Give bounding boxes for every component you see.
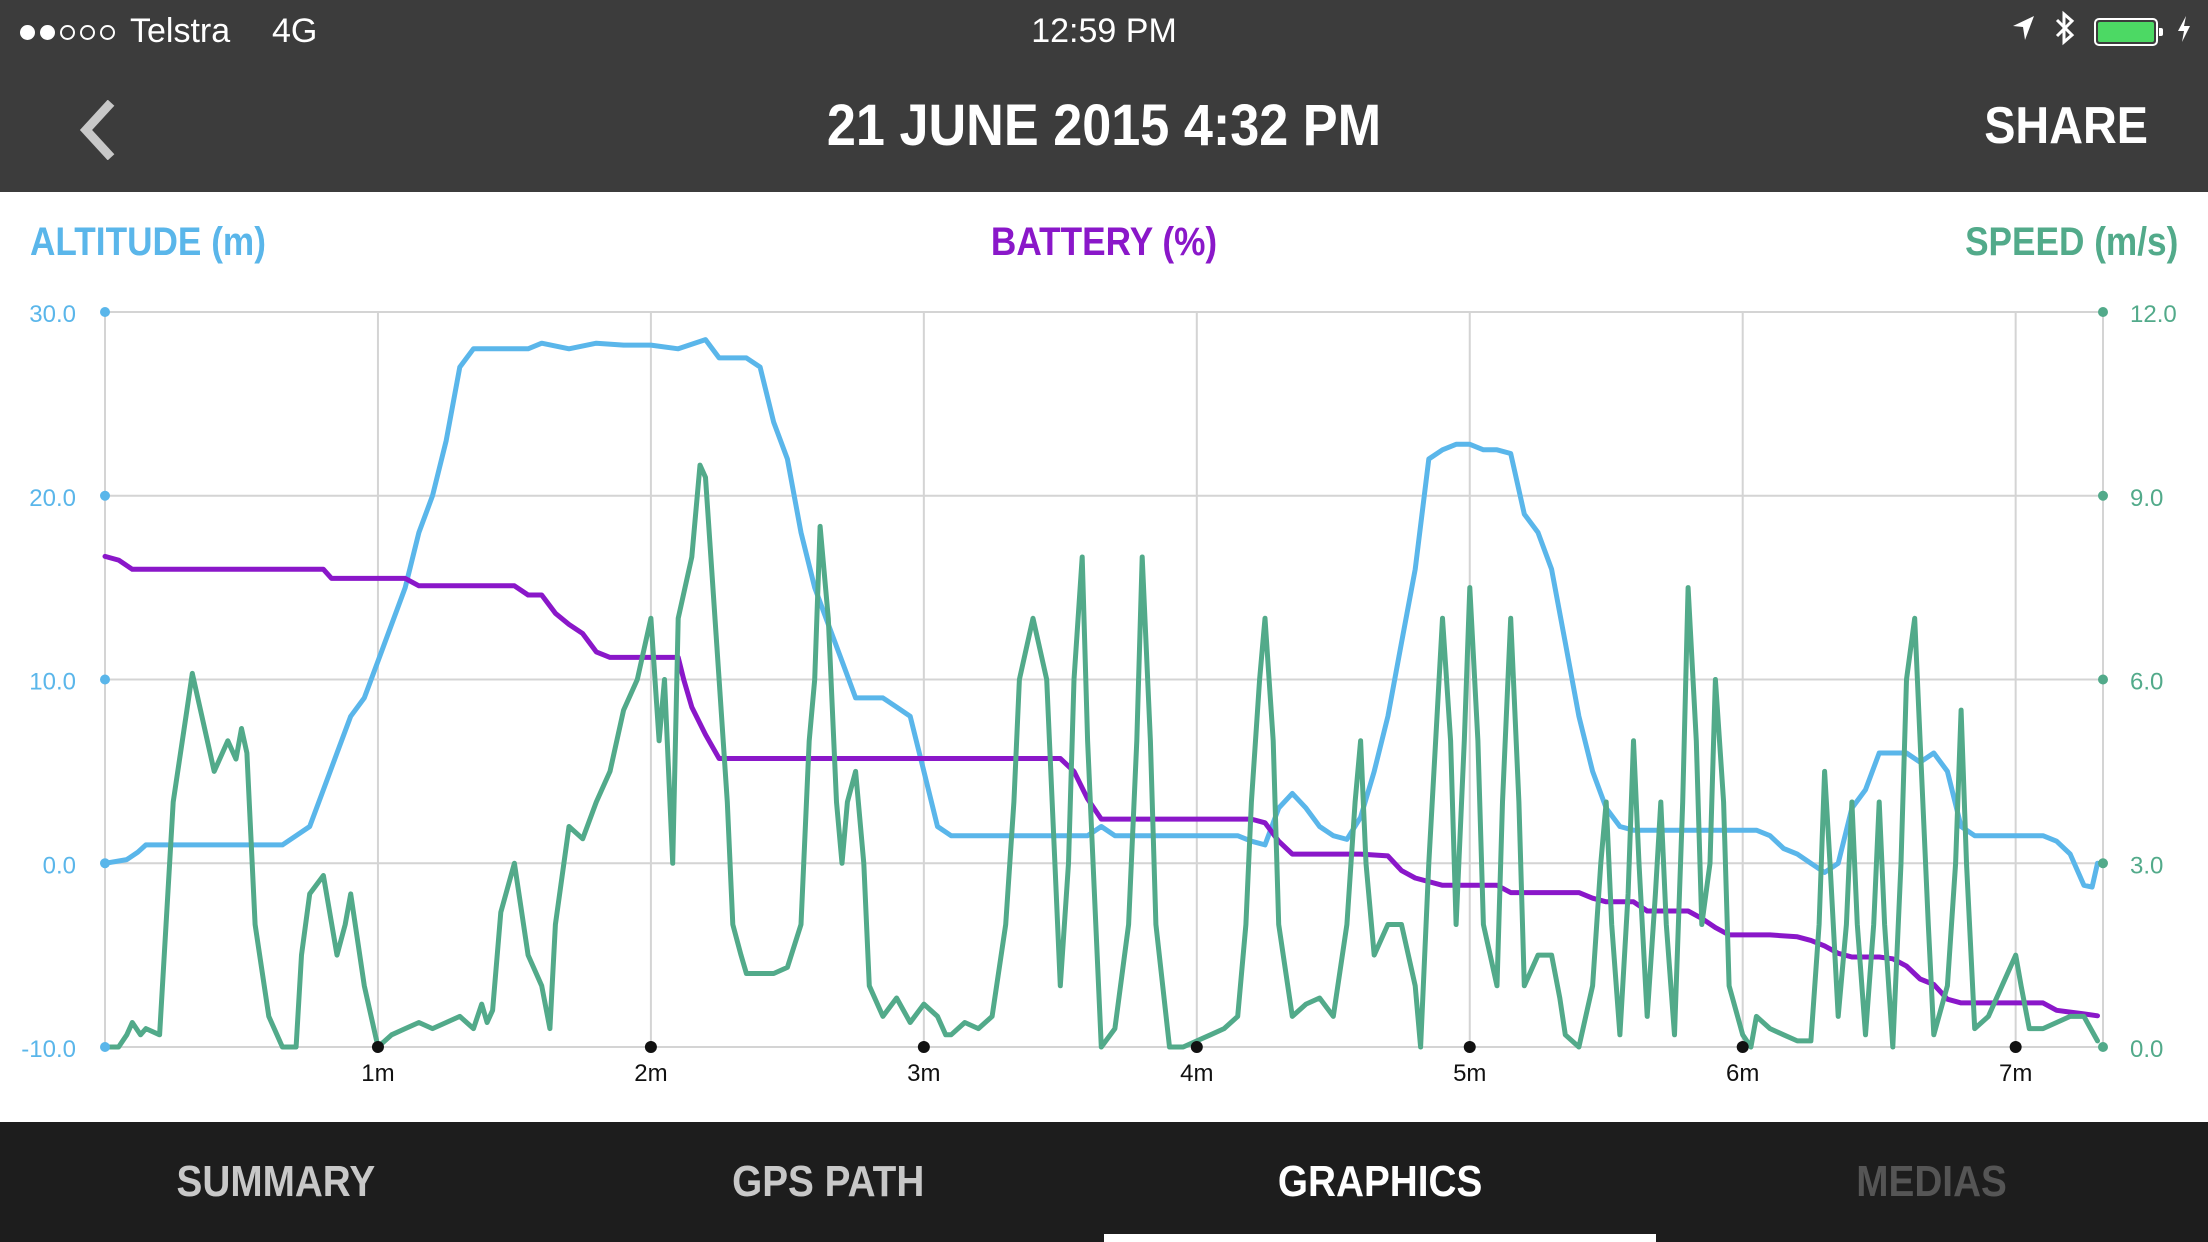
x-tick-dot (1190, 1041, 1203, 1053)
battery-icon (2094, 18, 2163, 46)
y-left-tick-dot (100, 490, 110, 501)
y-right-tick-label: 0.0 (2130, 1036, 2163, 1063)
tab-summary[interactable]: SUMMARY (0, 1122, 552, 1242)
x-tick-dot (917, 1041, 930, 1053)
y-left-tick-dot (100, 674, 110, 685)
network-type: 4G (272, 12, 318, 50)
tab-medias: MEDIAS (1656, 1122, 2208, 1242)
y-right-tick-dot (2098, 674, 2108, 685)
x-tick-label: 5m (1453, 1060, 1486, 1087)
y-right-tick-dot (2098, 307, 2108, 317)
status-time: 12:59 PM (1031, 12, 1177, 50)
x-tick-label: 7m (1999, 1060, 2032, 1087)
page-title: 21 JUNE 2015 4:32 PM (826, 93, 1382, 158)
tab-label: MEDIAS (1856, 1157, 2008, 1206)
y-right-tick-dot (2098, 490, 2108, 501)
x-tick-dot (1463, 1041, 1476, 1053)
signal-dot (100, 24, 115, 40)
signal-strength-icon (20, 14, 115, 50)
location-arrow-icon (2010, 13, 2036, 52)
y-right-tick-label: 6.0 (2130, 669, 2163, 696)
tab-gps-path[interactable]: GPS PATH (552, 1122, 1104, 1242)
tab-label: GRAPHICS (1277, 1157, 1483, 1206)
tab-graphics[interactable]: GRAPHICS (1104, 1122, 1656, 1242)
x-tick-label: 1m (361, 1060, 394, 1087)
y-right-tick-label: 9.0 (2130, 485, 2163, 512)
y-right-tick-dot (2098, 1042, 2108, 1052)
signal-dot (60, 24, 75, 40)
status-icons (2010, 10, 2192, 55)
legend-altitude: ALTITUDE (m) (30, 220, 266, 264)
charging-bolt-icon (2176, 13, 2192, 52)
chart-container: 30.0 20.0 10.0 0.0 -10.0 12.0 9.0 6.0 3.0 0.0 1m 2m… (0, 192, 2208, 1122)
chevron-left-icon (79, 100, 115, 160)
legend-battery: BATTERY (%) (990, 220, 1218, 264)
y-right-tick-label: 3.0 (2130, 852, 2163, 879)
signal-dot (20, 24, 35, 40)
y-left-tick-label: -10.0 (21, 1036, 76, 1063)
legend-speed: SPEED (m/s) (1964, 220, 2178, 264)
y-left-tick-label: 20.0 (29, 485, 76, 512)
share-button[interactable]: SHARE (1984, 97, 2148, 155)
y-left-tick-dot (100, 307, 110, 317)
bluetooth-icon (2054, 10, 2076, 55)
tab-bar: SUMMARY GPS PATH GRAPHICS MEDIAS (0, 1122, 2208, 1242)
y-left-tick-dot (100, 858, 110, 869)
y-left-tick-label: 0.0 (43, 852, 76, 879)
back-button[interactable] (56, 90, 136, 170)
x-tick-label: 4m (1180, 1060, 1213, 1087)
x-tick-dot (1736, 1041, 1749, 1053)
x-tick-dot (371, 1041, 384, 1053)
x-tick-label: 2m (634, 1060, 667, 1087)
top-bar: Telstra 4G 12:59 PM 21 JUNE 2015 4:32 (0, 0, 2208, 192)
tab-label: GPS PATH (731, 1157, 925, 1206)
y-left-tick-label: 10.0 (29, 669, 76, 696)
status-bar: Telstra 4G 12:59 PM (0, 0, 2208, 64)
series-line-speed (102, 462, 2100, 1050)
signal-dot (80, 24, 95, 40)
x-tick-label: 6m (1726, 1060, 1759, 1087)
tab-label: SUMMARY (176, 1157, 376, 1206)
y-right-tick-dot (2098, 858, 2108, 869)
x-tick-dot (644, 1041, 657, 1053)
signal-dot (40, 24, 55, 40)
nav-bar: 21 JUNE 2015 4:32 PM SHARE (0, 64, 2208, 192)
chart: 30.0 20.0 10.0 0.0 -10.0 12.0 9.0 6.0 3.0 0.0 1m 2m… (21, 301, 2177, 1087)
series-line-battery (102, 553, 2100, 1019)
y-right-tick-label: 12.0 (2130, 301, 2177, 328)
y-left-tick-dot (100, 1042, 110, 1052)
x-tick-label: 3m (907, 1060, 940, 1087)
y-left-tick-label: 30.0 (29, 301, 76, 328)
carrier-name: Telstra (130, 12, 231, 50)
series-line-altitude (102, 337, 2100, 890)
x-tick-dot (2009, 1041, 2022, 1053)
